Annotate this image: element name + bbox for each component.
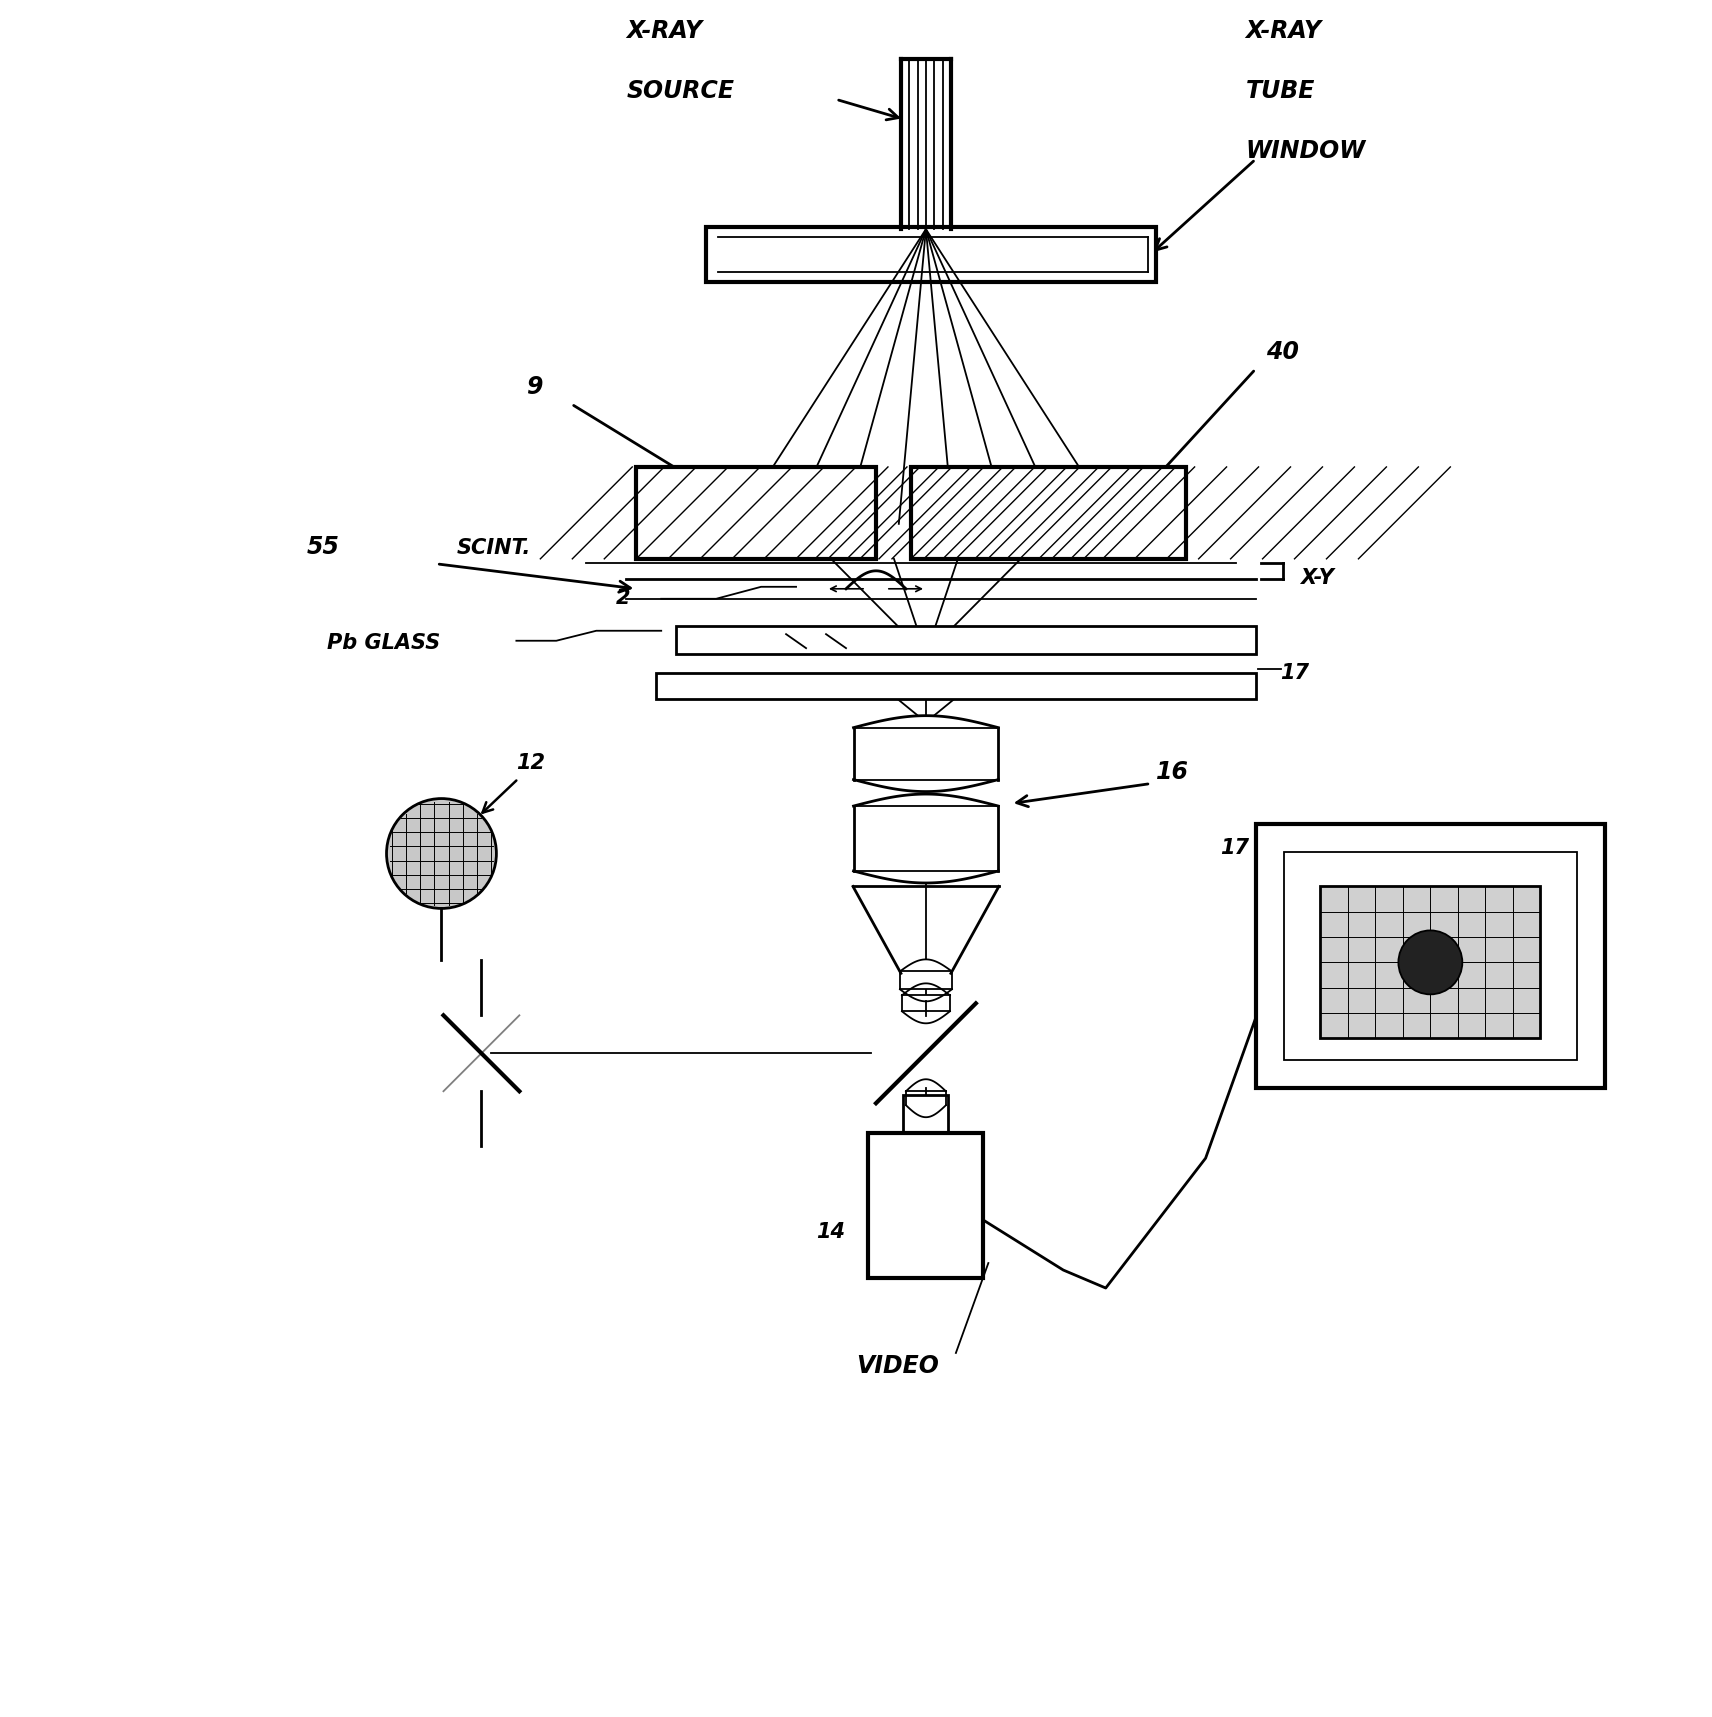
Text: 9: 9 — [526, 374, 543, 398]
Bar — [637, 467, 877, 558]
Text: 17: 17 — [1281, 663, 1310, 683]
Text: 17: 17 — [1221, 838, 1250, 857]
Text: WINDOW: WINDOW — [1246, 139, 1366, 163]
Bar — [911, 467, 1186, 558]
Bar — [656, 673, 1255, 699]
Circle shape — [1399, 931, 1462, 994]
Text: SOURCE: SOURCE — [627, 79, 734, 103]
Circle shape — [387, 798, 496, 908]
Text: 16: 16 — [1156, 759, 1188, 783]
Text: X-RAY: X-RAY — [627, 19, 702, 43]
Bar — [1255, 824, 1606, 1089]
Text: SCINT.: SCINT. — [457, 537, 531, 558]
Text: 2: 2 — [616, 587, 630, 608]
Text: X-RAY: X-RAY — [1246, 19, 1322, 43]
Text: X-Y: X-Y — [1301, 568, 1334, 587]
Text: Pb GLASS: Pb GLASS — [327, 634, 440, 652]
Bar — [1284, 852, 1577, 1061]
Text: 40: 40 — [1265, 340, 1298, 364]
Bar — [868, 1133, 983, 1277]
Bar — [1320, 886, 1541, 1039]
Text: TUBE: TUBE — [1246, 79, 1315, 103]
Text: VIDEO: VIDEO — [856, 1355, 938, 1379]
FancyBboxPatch shape — [705, 227, 1156, 282]
Text: 14: 14 — [817, 1223, 846, 1241]
Bar — [904, 1095, 948, 1133]
Text: 55: 55 — [306, 534, 339, 558]
Text: 12: 12 — [517, 752, 546, 773]
Bar — [676, 625, 1255, 654]
